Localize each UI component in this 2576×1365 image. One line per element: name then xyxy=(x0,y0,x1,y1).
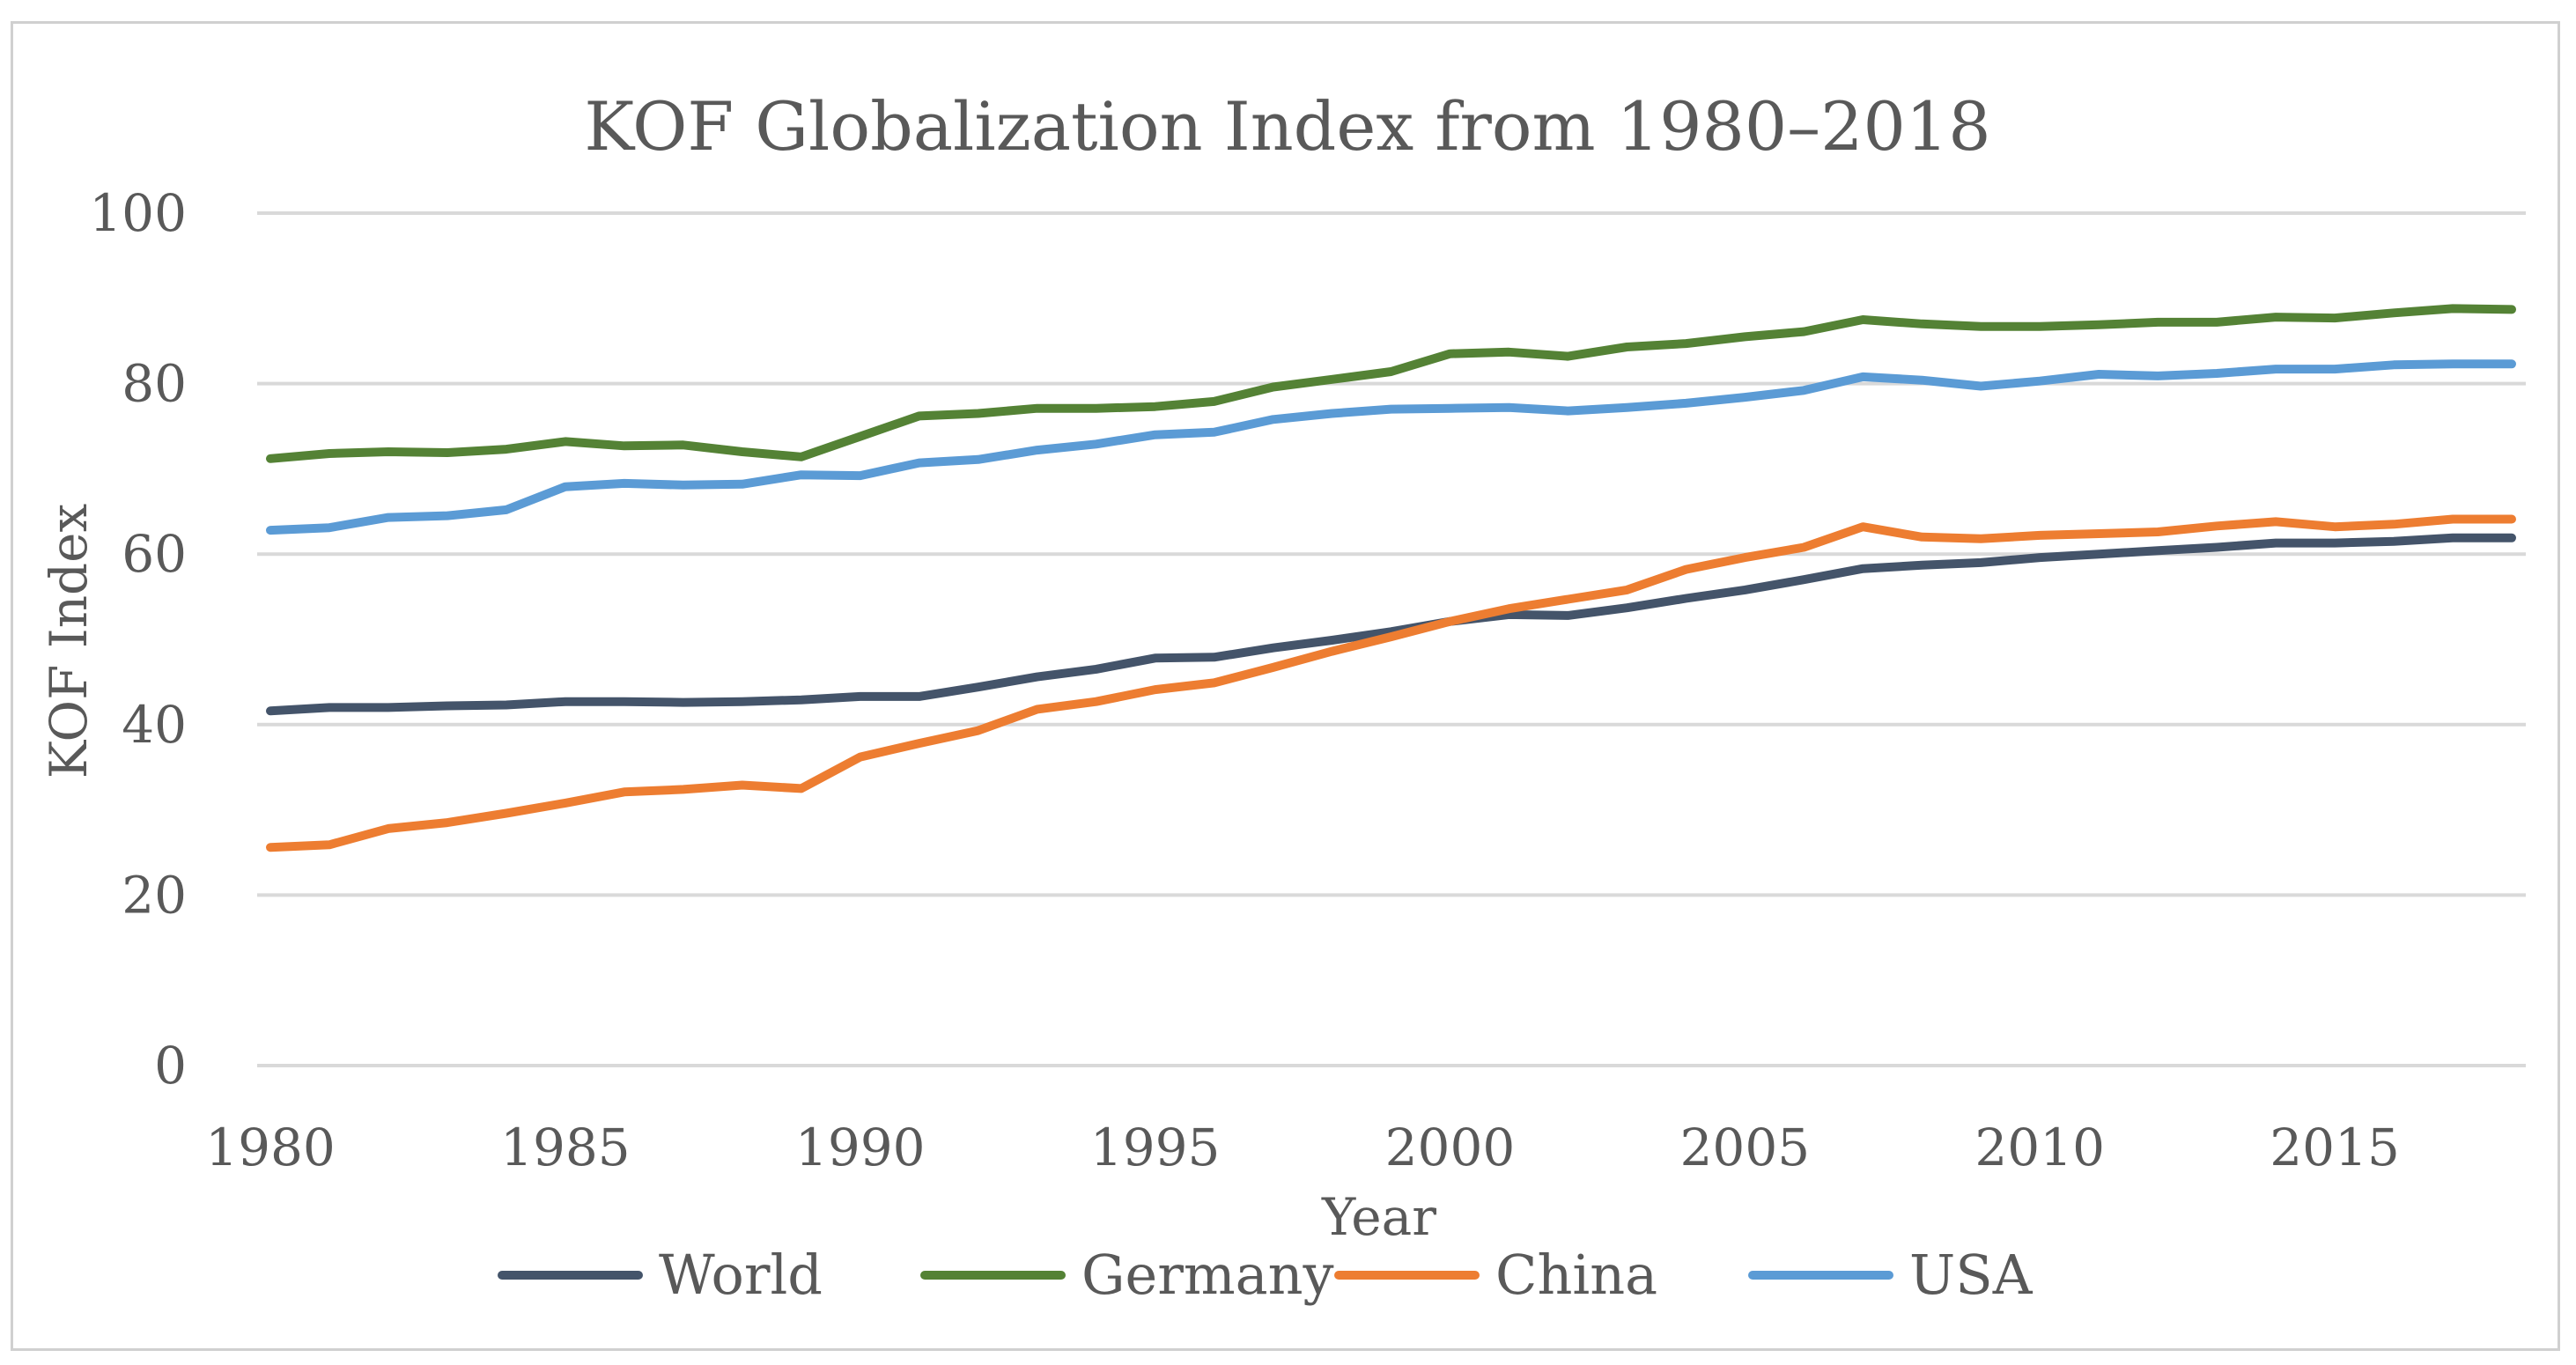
x-tick-label: 2005 xyxy=(1680,1118,1811,1177)
chart-frame xyxy=(11,21,2560,1351)
x-tick-label: 2010 xyxy=(1974,1118,2105,1177)
x-tick-label: 1995 xyxy=(1090,1118,1221,1177)
legend-label-usa: USA xyxy=(1909,1243,2033,1307)
y-axis-label: KOF Index xyxy=(39,504,99,778)
chart-title: KOF Globalization Index from 1980–2018 xyxy=(584,87,1990,166)
series-lines xyxy=(266,304,2516,852)
y-tick-label: 100 xyxy=(89,183,187,243)
x-tick-label: 1980 xyxy=(205,1118,336,1177)
series-line-world xyxy=(266,533,2516,716)
x-tick-label: 1985 xyxy=(500,1118,631,1177)
legend-label-germany: Germany xyxy=(1081,1243,1334,1307)
legend: World Germany China USA xyxy=(498,1243,2033,1307)
legend-label-china: China xyxy=(1495,1243,1657,1307)
series-line-china xyxy=(266,514,2516,852)
x-tick-label: 1990 xyxy=(795,1118,926,1177)
legend-label-world: World xyxy=(659,1243,823,1307)
y-tick-label: 20 xyxy=(122,865,187,925)
y-axis-ticks: 0 20 40 60 80 100 xyxy=(89,183,187,1096)
gridlines xyxy=(257,211,2526,1067)
x-tick-label: 2000 xyxy=(1385,1118,1516,1177)
y-tick-label: 0 xyxy=(154,1036,187,1096)
y-tick-label: 40 xyxy=(122,695,187,755)
x-axis-ticks: 1980 1985 1990 1995 2000 2005 2010 2015 xyxy=(205,1118,2400,1177)
y-tick-label: 80 xyxy=(122,354,187,414)
x-axis-label: Year xyxy=(1321,1187,1436,1247)
series-line-usa xyxy=(266,359,2516,535)
series-line-germany xyxy=(266,304,2516,463)
x-tick-label: 2015 xyxy=(2270,1118,2400,1177)
y-tick-label: 60 xyxy=(122,524,187,584)
